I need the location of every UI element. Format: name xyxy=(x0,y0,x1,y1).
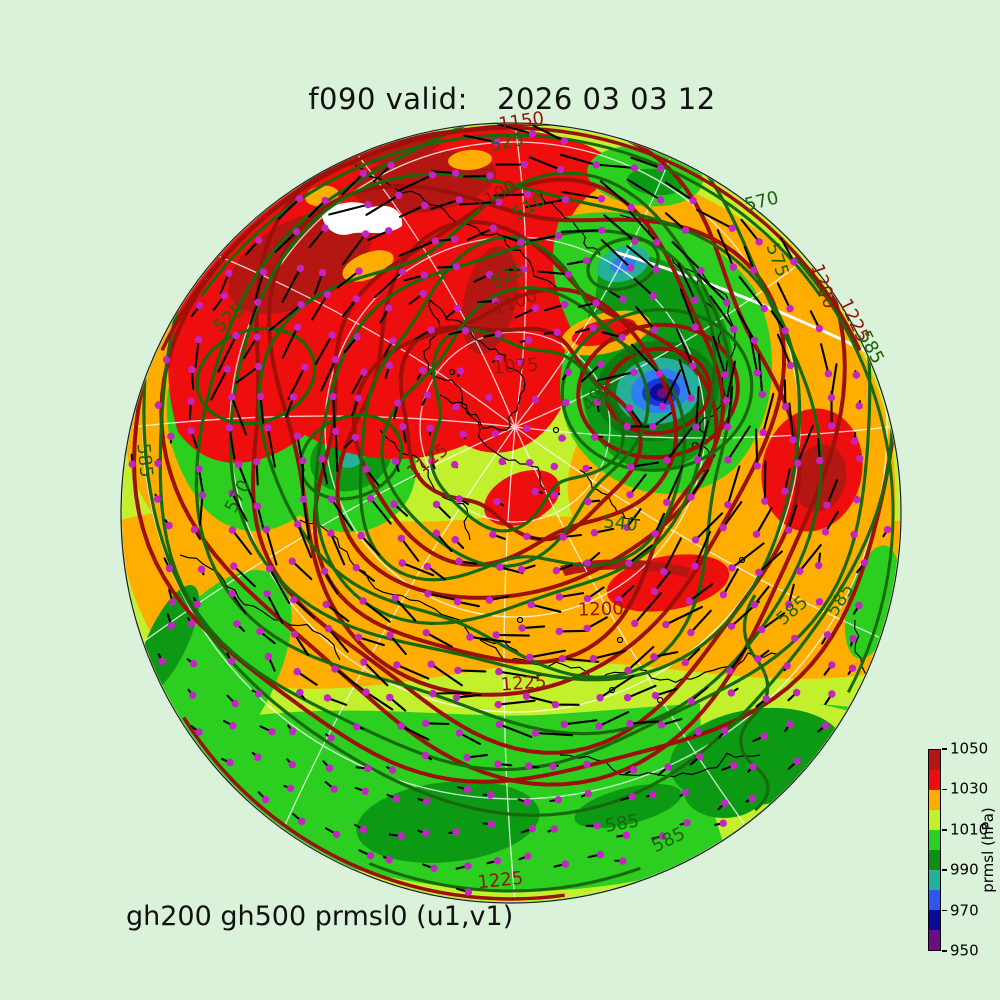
colorbar-tick-label: 1010 xyxy=(950,820,989,839)
contour-label-gh200: 1225 xyxy=(500,671,547,695)
contour-label-gh200: 1075 xyxy=(492,354,539,378)
contour-label-gh500: 570 xyxy=(742,187,780,216)
colorbar-tick xyxy=(942,788,947,791)
fields-label: gh200 gh500 prmsl0 (u1,v1) xyxy=(126,901,514,932)
colorbar-tick-label: 990 xyxy=(950,860,979,879)
globe-outline xyxy=(120,122,902,904)
colorbar-segment xyxy=(929,750,940,770)
colorbar-tick xyxy=(942,829,947,831)
colorbar-axis-label: prmsl (hPa) xyxy=(979,807,997,893)
colorbar xyxy=(928,749,941,951)
colorbar-tick xyxy=(942,869,947,871)
colorbar-tick xyxy=(942,950,947,952)
colorbar-segment xyxy=(929,790,940,810)
colorbar-tick-label: 1050 xyxy=(950,739,989,758)
colorbar-segment xyxy=(929,830,940,850)
wind-vectors xyxy=(128,124,892,896)
contour-label-gh200: 1200 xyxy=(578,598,625,621)
colorbar-segment xyxy=(929,910,940,930)
colorbar-tick-label: 950 xyxy=(950,941,979,960)
colorbar-segment xyxy=(929,930,940,950)
colorbar-segment xyxy=(929,770,940,790)
page-title: f090 valid: 2026 03 03 12 xyxy=(308,82,716,116)
contour-label-gh500: 585 xyxy=(132,442,156,478)
colorbar-tick-label: 970 xyxy=(950,901,979,920)
colorbar-tick-label: 1030 xyxy=(950,779,989,798)
contour-label-gh200: 1225 xyxy=(477,868,525,894)
colorbar-segment xyxy=(929,850,940,870)
colorbar-tick xyxy=(942,909,947,912)
colorbar-segment xyxy=(929,810,940,830)
colorbar-segment xyxy=(929,890,940,910)
contour-label-gh500: 540 xyxy=(602,511,638,535)
colorbar-tick xyxy=(942,748,947,750)
colorbar-segment xyxy=(929,870,940,890)
